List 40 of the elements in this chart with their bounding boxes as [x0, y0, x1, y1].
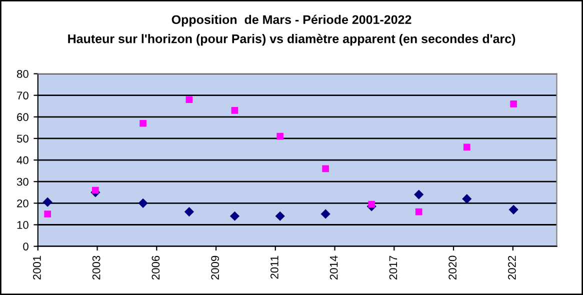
y-tick-label: 60: [17, 113, 28, 122]
y-tick-label: 0: [23, 242, 28, 250]
point: [92, 186, 99, 194]
x-tick-label: 2006: [152, 256, 160, 280]
point: [322, 165, 329, 172]
y-tick-label: 50: [16, 134, 28, 143]
point: [44, 210, 51, 218]
point: [462, 194, 472, 204]
point: [230, 211, 240, 221]
point: [414, 190, 424, 200]
point: [231, 107, 238, 114]
point: [138, 198, 148, 208]
x-tick-label: 2011: [270, 256, 278, 279]
x-tick-label: 2014: [330, 256, 338, 280]
y-tick-label: 10: [17, 221, 28, 229]
point: [463, 144, 470, 150]
y-tick-label: 20: [17, 199, 28, 208]
x-tick-label: 2017: [389, 256, 398, 280]
point: [368, 200, 375, 208]
x-tick-label: 2022: [508, 256, 516, 280]
x-tick-label: 2020: [448, 256, 456, 280]
point: [140, 120, 146, 127]
point: [320, 209, 330, 219]
x-tick-label: 2009: [211, 256, 219, 280]
point: [42, 197, 52, 207]
y-tick-label: 30: [16, 178, 28, 186]
point: [275, 211, 285, 221]
point: [184, 207, 194, 217]
x-tick-label: 2001: [33, 256, 41, 280]
point: [276, 132, 284, 140]
point: [510, 100, 517, 108]
x-tick-label: 2003: [92, 256, 100, 280]
y-tick-label: 80: [16, 70, 28, 78]
point: [415, 208, 422, 216]
chart-subtitle: Hauteur sur l'horizon (pour Paris) vs diamètre apparent (en secondes d'arc): [68, 34, 516, 46]
y-tick-label: 70: [17, 92, 28, 100]
point: [186, 96, 193, 104]
point: [508, 204, 518, 214]
chart-title: Opposition de Mars - Période 2001-2022: [172, 14, 412, 27]
y-tick-label: 40: [16, 156, 28, 164]
